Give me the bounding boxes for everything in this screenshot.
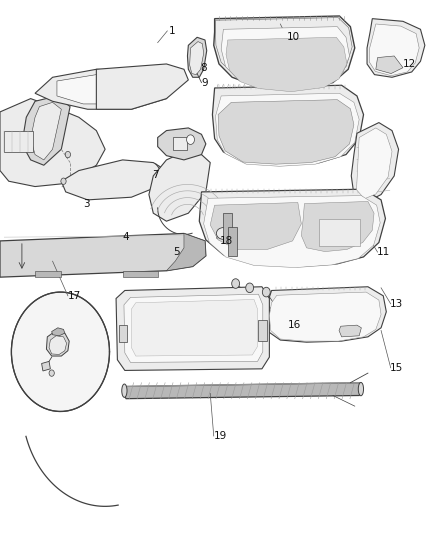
Text: 10: 10 (287, 33, 300, 42)
Text: 1: 1 (169, 26, 175, 36)
Ellipse shape (11, 292, 110, 411)
Polygon shape (52, 328, 65, 336)
Text: 13: 13 (390, 299, 403, 309)
Text: 8: 8 (201, 63, 207, 73)
Polygon shape (123, 271, 158, 277)
Text: 12: 12 (403, 59, 416, 69)
Bar (258, 320, 267, 341)
Polygon shape (49, 336, 67, 354)
Polygon shape (35, 271, 61, 277)
Bar (223, 213, 232, 243)
Polygon shape (187, 37, 207, 77)
Text: 5: 5 (173, 247, 180, 257)
Ellipse shape (49, 370, 54, 376)
Polygon shape (215, 93, 359, 166)
Bar (4, 131, 33, 152)
Polygon shape (214, 16, 355, 88)
Polygon shape (199, 189, 385, 266)
Polygon shape (351, 123, 399, 203)
Bar (119, 325, 127, 342)
Text: 19: 19 (214, 431, 227, 441)
Bar (173, 137, 187, 150)
Ellipse shape (216, 228, 230, 239)
Text: 7: 7 (152, 170, 159, 180)
Ellipse shape (187, 135, 194, 144)
Polygon shape (269, 292, 381, 341)
Text: 16: 16 (288, 320, 301, 330)
Polygon shape (61, 160, 166, 200)
Polygon shape (46, 332, 69, 356)
Text: 18: 18 (220, 236, 233, 246)
Polygon shape (266, 287, 386, 342)
Ellipse shape (358, 383, 364, 395)
Ellipse shape (61, 178, 66, 184)
Ellipse shape (122, 384, 127, 398)
Polygon shape (123, 383, 363, 399)
Polygon shape (218, 100, 354, 164)
Polygon shape (158, 128, 206, 160)
Bar (319, 219, 360, 246)
Polygon shape (0, 99, 105, 187)
Text: 17: 17 (68, 291, 81, 301)
Polygon shape (22, 96, 70, 165)
Ellipse shape (65, 151, 71, 158)
Polygon shape (166, 233, 206, 271)
Polygon shape (190, 42, 204, 75)
Polygon shape (221, 27, 350, 88)
Polygon shape (0, 233, 206, 277)
Polygon shape (35, 69, 175, 109)
Ellipse shape (232, 279, 240, 288)
Ellipse shape (262, 287, 270, 297)
Text: 11: 11 (377, 247, 390, 257)
Text: 3: 3 (83, 199, 90, 208)
Polygon shape (57, 75, 162, 104)
Polygon shape (226, 37, 347, 92)
Polygon shape (31, 102, 61, 160)
Polygon shape (124, 294, 263, 362)
Polygon shape (131, 300, 258, 356)
Ellipse shape (246, 283, 254, 293)
Bar (228, 227, 237, 256)
Polygon shape (116, 287, 269, 370)
Text: 9: 9 (201, 78, 208, 87)
Text: 4: 4 (123, 232, 129, 242)
Polygon shape (212, 85, 364, 165)
Polygon shape (367, 19, 425, 77)
Polygon shape (369, 24, 419, 76)
Polygon shape (357, 128, 392, 199)
Polygon shape (96, 64, 188, 109)
Polygon shape (210, 203, 301, 249)
Polygon shape (149, 152, 210, 221)
Polygon shape (204, 196, 380, 268)
Polygon shape (301, 201, 374, 252)
Polygon shape (42, 361, 50, 371)
Text: 15: 15 (390, 363, 403, 373)
Polygon shape (217, 227, 231, 241)
Polygon shape (376, 56, 403, 74)
Polygon shape (339, 325, 361, 337)
